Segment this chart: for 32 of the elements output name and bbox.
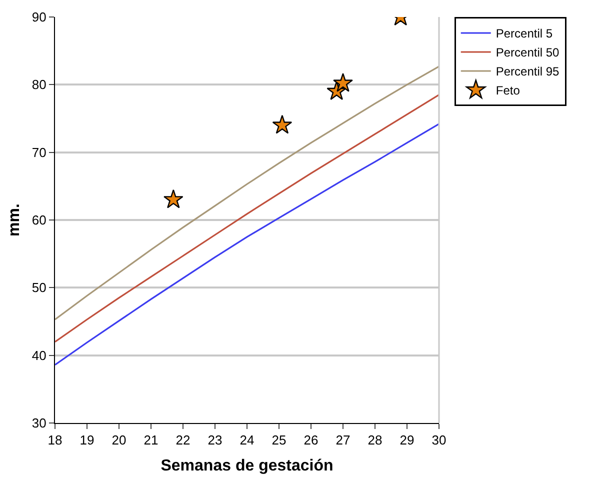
x-tick-label: 19	[80, 432, 94, 448]
x-axis-title: Semanas de gestación	[160, 457, 334, 474]
x-tick-label: 18	[48, 432, 62, 448]
y-tick-label: 30	[32, 416, 46, 431]
x-tick-label: 23	[208, 432, 222, 448]
point	[272, 114, 292, 134]
x-tick-label: 29	[400, 432, 414, 448]
line-series	[55, 66, 439, 320]
y-tick-label: 90	[32, 10, 46, 25]
point	[163, 189, 184, 208]
x-tick-label: 24	[240, 432, 254, 448]
x-tick-label: 21	[144, 432, 158, 448]
y-tick-label: 40	[32, 348, 46, 363]
point	[333, 72, 353, 92]
y-tick-label: 80	[32, 77, 46, 92]
legend-label: Feto	[496, 84, 520, 98]
x-tick-label: 28	[368, 432, 382, 448]
y-tick-label: 50	[32, 280, 46, 296]
x-tick-label: 25	[272, 432, 286, 448]
x-tick-label: 27	[336, 432, 350, 448]
x-tick-label: 20	[112, 432, 126, 448]
legend-label: Percentil 5	[496, 26, 553, 41]
x-tick-label: 30	[432, 432, 446, 448]
line-series	[55, 123, 439, 366]
y-tick-label: 70	[32, 144, 46, 160]
legend-label: Percentil 50	[496, 46, 560, 60]
x-tick-label: 22	[176, 432, 190, 448]
legend-label: Percentil 95	[496, 64, 560, 79]
x-tick-label: 26	[304, 432, 318, 448]
y-axis-title: mm.	[6, 204, 23, 236]
line-series	[55, 94, 439, 343]
y-tick-label: 60	[32, 212, 46, 228]
